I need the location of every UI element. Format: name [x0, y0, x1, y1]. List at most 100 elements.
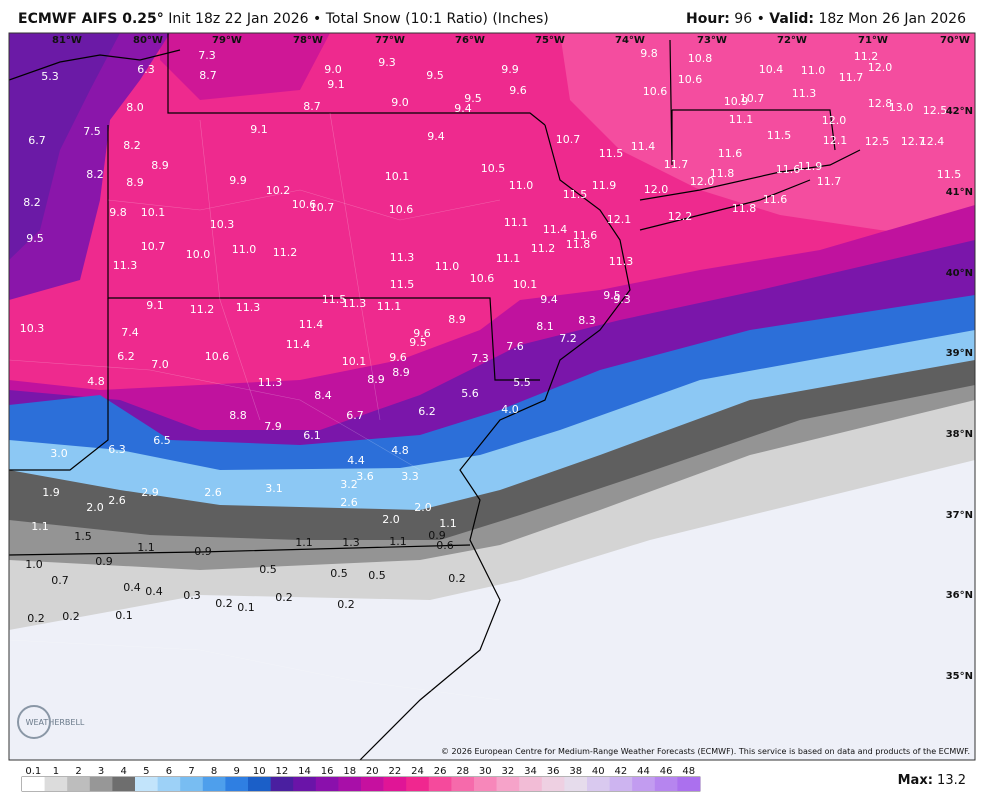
snow-total-label: 7.0 — [151, 358, 169, 371]
latitude-label: 42°N — [946, 106, 973, 117]
legend-swatch — [383, 777, 407, 791]
snow-total-label: 10.4 — [759, 63, 784, 76]
snow-total-label: 12.0 — [690, 175, 715, 188]
legend-label: 8 — [211, 766, 217, 777]
snow-total-label: 7.3 — [198, 49, 216, 62]
latitude-label: 39°N — [946, 348, 973, 359]
snow-total-label: 10.6 — [643, 85, 668, 98]
snow-total-label: 6.2 — [418, 405, 436, 418]
legend-swatch — [225, 777, 249, 791]
snow-total-label: 11.1 — [377, 300, 402, 313]
legend-swatch — [654, 777, 678, 791]
legend-swatch — [135, 777, 158, 791]
snow-total-label: 4.4 — [347, 454, 365, 467]
snow-total-label: 10.7 — [310, 201, 335, 214]
legend-swatch — [632, 777, 656, 791]
snow-total-label: 0.2 — [337, 598, 355, 611]
snow-total-label: 10.3 — [210, 218, 235, 231]
snow-total-label: 2.6 — [340, 496, 358, 509]
snow-total-label: 11.3 — [236, 301, 261, 314]
snow-total-label: 2.0 — [86, 501, 104, 514]
snow-total-label: 0.9 — [95, 555, 113, 568]
snow-total-label: 10.1 — [342, 355, 367, 368]
snow-total-label: 1.1 — [137, 541, 155, 554]
hour: 96 • — [729, 11, 770, 27]
logo-mark — [17, 705, 51, 739]
snow-total-label: 10.1 — [513, 278, 538, 291]
snow-total-label: 6.7 — [346, 409, 364, 422]
snow-total-label: 0.3 — [183, 589, 201, 602]
snow-total-label: 10.7 — [740, 92, 765, 105]
snow-total-label: 4.0 — [501, 403, 519, 416]
snow-total-label: 11.5 — [322, 293, 347, 306]
snow-total-label: 13.0 — [889, 101, 914, 114]
title: ECMWF AIFS 0.25° Init 18z 22 Jan 2026 • … — [18, 11, 549, 27]
snow-total-label: 0.5 — [368, 569, 386, 582]
legend-label: 40 — [592, 766, 605, 777]
snow-total-label: 1.5 — [74, 530, 92, 543]
legend-swatch — [338, 777, 362, 791]
snow-total-label: 12.0 — [822, 114, 847, 127]
legend-swatch — [112, 777, 136, 791]
snow-total-label: 1.0 — [25, 558, 43, 571]
snow-total-label: 11.3 — [258, 376, 283, 389]
snow-total-label: 7.4 — [121, 326, 139, 339]
snow-total-label: 8.9 — [151, 159, 169, 172]
legend-swatch — [496, 777, 520, 791]
snow-total-label: 8.9 — [392, 366, 410, 379]
snow-total-label: 11.1 — [496, 252, 521, 265]
snow-total-label: 11.3 — [113, 259, 138, 272]
snow-total-label: 10.6 — [678, 73, 703, 86]
snow-total-label: 12.1 — [823, 134, 848, 147]
snow-total-label: 7.9 — [264, 420, 282, 433]
title-text: Init 18z 22 Jan 2026 • Total Snow (10:1 … — [163, 11, 549, 27]
legend-label: 14 — [298, 766, 311, 777]
snow-total-label: 7.2 — [559, 332, 577, 345]
legend-swatch — [564, 777, 588, 791]
snow-total-label: 2.0 — [414, 501, 432, 514]
snow-total-label: 9.6 — [413, 327, 431, 340]
snow-total-label: 11.9 — [798, 160, 823, 173]
legend-label: 26 — [434, 766, 447, 777]
snow-total-label: 9.0 — [391, 96, 409, 109]
legend-swatch — [202, 777, 226, 791]
snow-total-label: 9.3 — [378, 56, 396, 69]
legend-swatch — [361, 777, 384, 791]
snow-total-label: 10.0 — [186, 248, 211, 261]
snow-total-label: 11.0 — [232, 243, 257, 256]
snow-total-label: 9.0 — [324, 63, 342, 76]
legend-swatch — [315, 777, 339, 791]
legend-label: 9 — [234, 766, 240, 777]
legend-label: 16 — [321, 766, 334, 777]
snow-total-label: 11.3 — [609, 255, 634, 268]
legend-label: 5 — [143, 766, 149, 777]
snow-total-label: 6.3 — [137, 63, 155, 76]
snow-total-label: 11.5 — [937, 168, 962, 181]
snow-total-label: 11.2 — [854, 50, 879, 63]
snow-total-label: 9.5 — [426, 69, 444, 82]
snow-total-label: 9.1 — [146, 299, 164, 312]
snow-total-label: 8.7 — [199, 69, 217, 82]
snow-total-label: 11.7 — [664, 158, 689, 171]
snow-total-label: 0.4 — [145, 585, 163, 598]
snow-total-label: 12.8 — [868, 97, 893, 110]
legend-label: 1 — [53, 766, 59, 777]
legend-label: 30 — [479, 766, 492, 777]
snow-total-label: 12.2 — [668, 210, 693, 223]
legend-swatch — [293, 777, 317, 791]
snow-total-label: 9.9 — [229, 174, 247, 187]
legend-swatch — [451, 777, 475, 791]
snow-total-label: 12.0 — [868, 61, 893, 74]
legend-label: 7 — [188, 766, 194, 777]
latitude-label: 41°N — [946, 187, 973, 198]
snow-total-label: 11.4 — [299, 318, 324, 331]
snow-total-label: 8.1 — [536, 320, 554, 333]
snow-total-label: 11.6 — [776, 163, 801, 176]
snow-total-label: 11.6 — [763, 193, 788, 206]
legend-label: 22 — [389, 766, 402, 777]
snow-total-label: 9.5 — [26, 232, 44, 245]
snow-total-label: 9.6 — [509, 84, 527, 97]
snow-total-label: 10.3 — [20, 322, 45, 335]
snow-total-label: 12.5 — [923, 104, 948, 117]
